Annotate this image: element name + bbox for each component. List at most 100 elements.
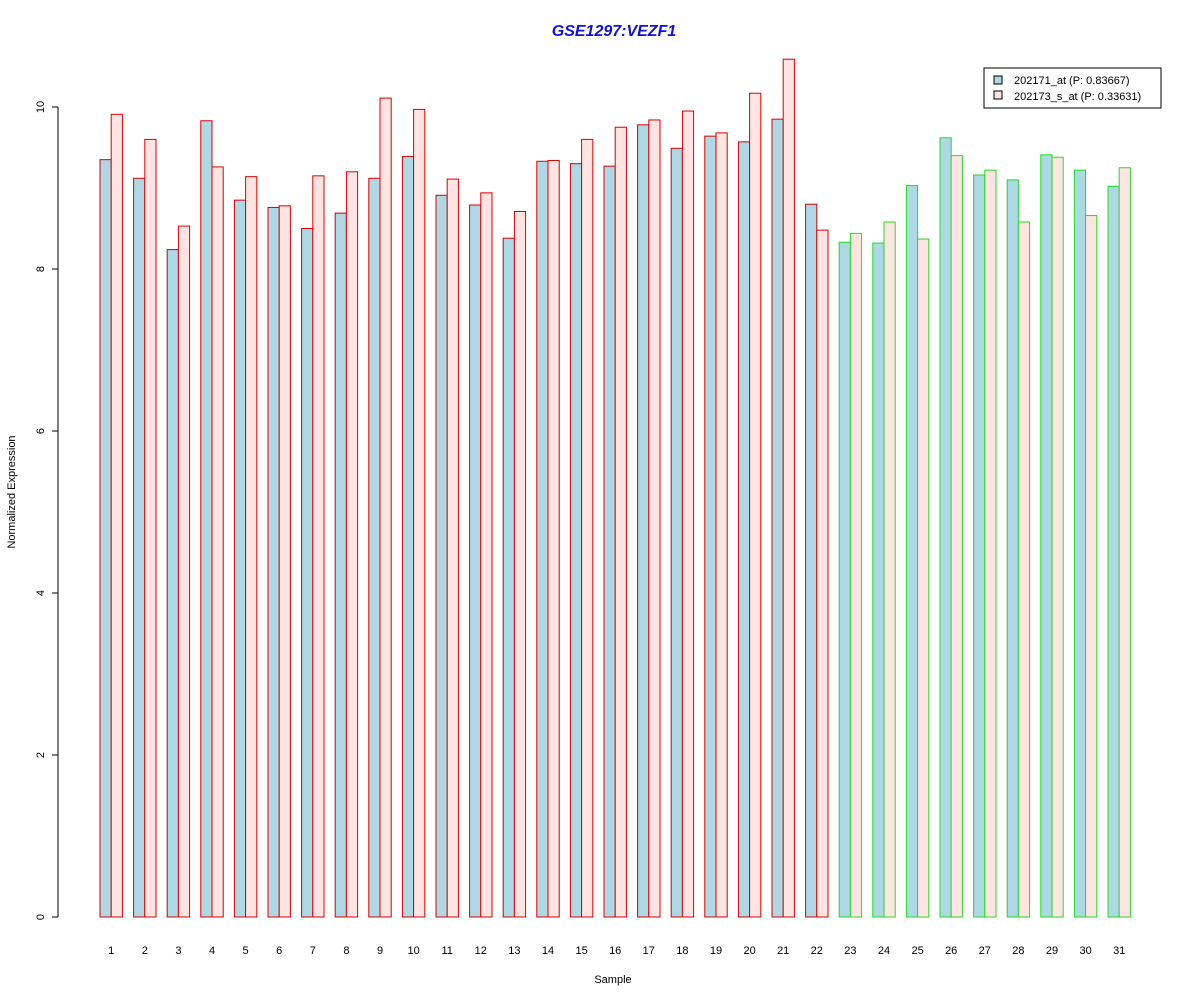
bar-series-1-sample-18 [670,147,683,918]
legend-swatch-series-1 [993,75,1003,85]
bar-series-2-sample-21 [782,58,795,918]
bar-series-2-sample-29 [1051,156,1064,918]
x-tick-label-2: 2 [142,945,148,957]
x-tick-label-5: 5 [243,945,249,957]
x-tick-label-12: 12 [475,945,487,957]
bar-series-2-sample-19 [715,132,728,918]
bar-series-2-sample-2 [144,138,157,918]
x-tick-labels: 1 2 3 4 5 6 7 8 9 10 11 12 13 14 15 16 17 18 19 20 21 22 23 24 2… [108,945,1125,957]
x-tick-label-28: 28 [1012,945,1024,957]
x-tick-label-31: 31 [1113,945,1125,957]
bar-series-1-sample-7 [301,228,314,918]
bar-series-2-sample-26 [950,155,963,918]
bar-series-1-sample-23 [838,241,851,918]
x-tick-label-11: 11 [441,945,452,957]
bar-series-2-sample-22 [816,229,829,918]
bar-series-2-sample-1 [110,113,123,918]
bar-series-2-sample-28 [1017,221,1031,918]
y-tick-label: 6 [35,428,47,434]
bar-series-2-sample-11 [446,178,459,918]
x-tick-label-18: 18 [676,945,688,957]
bar-series-1-sample-20 [737,141,751,918]
x-tick-label-23: 23 [844,945,856,957]
x-tick-label-9: 9 [377,945,383,957]
y-tick-label: 4 [35,590,47,596]
x-tick-label-26: 26 [945,945,957,957]
bar-series-2-sample-17 [648,119,661,918]
bar-series-2-sample-3 [177,225,191,918]
y-tick-label: 8 [35,266,47,272]
y-axis-title: Normalized Expression [6,435,18,548]
bar-series-1-sample-2 [133,177,146,918]
bar-series-2-sample-14 [547,159,560,918]
bar-series-1-sample-4 [200,120,213,918]
bar-series-1-sample-31 [1107,185,1120,918]
bar-series-1-sample-14 [536,160,549,918]
bar-series-2-sample-27 [984,169,997,918]
y-axis: 0 2 4 6 8 10 [35,101,59,920]
bar-series-2-sample-10 [413,108,426,918]
bar-series-1-sample-21 [771,118,784,918]
x-tick-label-10: 10 [407,945,419,957]
bar-series-1-sample-22 [805,203,818,918]
chart-title: GSE1297:VEZF1 [552,23,677,40]
bar-series-2-sample-5 [245,176,258,918]
bar-series-1-sample-24 [872,242,885,918]
bar-series-1-sample-28 [1006,179,1019,918]
bar-series-2-sample-15 [581,138,594,918]
bar-series-2-sample-8 [345,171,359,918]
bar-series-group [99,58,1131,918]
bar-series-2-sample-24 [883,221,896,918]
bar-series-2-sample-16 [614,126,627,918]
x-tick-label-16: 16 [609,945,621,957]
bar-series-1-sample-30 [1073,169,1087,918]
bar-series-1-sample-13 [502,237,515,918]
x-tick-label-20: 20 [743,945,755,957]
x-tick-label-14: 14 [542,945,554,957]
bar-series-2-sample-20 [749,92,762,918]
legend-label-series-2: 202173_s_at (P: 0.33631) [1014,91,1141,103]
bar-series-2-sample-4 [211,166,224,918]
bar-series-1-sample-12 [469,204,482,918]
legend-label-series-1: 202171_at (P: 0.83667) [1014,75,1130,87]
x-tick-label-1: 1 [108,945,114,957]
x-tick-label-15: 15 [575,945,587,957]
bar-series-2-sample-25 [917,238,930,918]
bar-series-1-sample-8 [334,212,347,918]
x-tick-label-22: 22 [811,945,823,957]
bar-series-1-sample-16 [603,165,616,918]
bar-series-1-sample-26 [939,137,952,918]
bar-series-1-sample-19 [704,135,717,918]
x-tick-label-8: 8 [343,945,349,957]
bar-series-1-sample-29 [1040,154,1053,918]
bar-series-2-sample-23 [849,232,863,918]
bar-series-1-sample-10 [401,155,415,918]
bar-series-2-sample-18 [681,110,695,918]
bar-series-2-sample-9 [379,97,392,918]
bar-series-2-sample-13 [513,210,527,918]
x-tick-label-27: 27 [979,945,991,957]
bar-series-2-sample-31 [1118,167,1131,918]
x-tick-label-7: 7 [310,945,316,957]
x-tick-label-24: 24 [878,945,890,957]
legend-box [983,67,1162,109]
bar-series-1-sample-6 [267,206,280,918]
y-tick-label: 0 [35,914,47,920]
bar-series-1-sample-3 [166,249,179,918]
x-tick-label-6: 6 [276,945,282,957]
x-tick-label-25: 25 [911,945,923,957]
bar-series-2-sample-6 [278,205,291,918]
bar-series-2-sample-7 [312,175,325,918]
bar-series-1-sample-17 [637,124,650,918]
x-tick-label-19: 19 [710,945,722,957]
x-tick-label-13: 13 [508,945,520,957]
bar-series-2-sample-12 [480,192,493,918]
bar-series-1-sample-27 [973,174,986,918]
bar-series-2-sample-30 [1085,215,1098,918]
x-tick-label-29: 29 [1046,945,1058,957]
x-tick-label-30: 30 [1079,945,1091,957]
y-tick-label: 10 [35,101,47,113]
bar-series-1-sample-5 [233,199,247,918]
